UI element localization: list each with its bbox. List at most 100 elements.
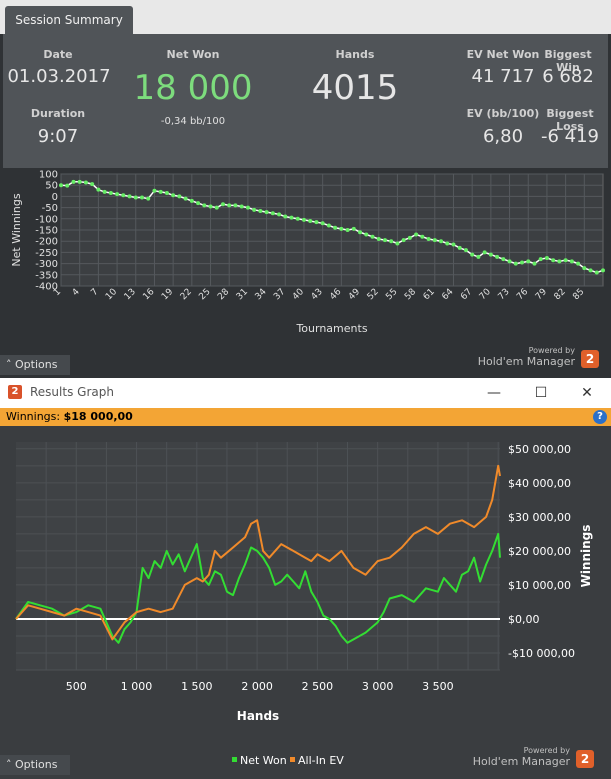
duration-value: 9:07 <box>37 126 79 147</box>
data-point <box>339 226 344 231</box>
x-tick-label: 500 <box>66 680 87 693</box>
data-point <box>96 187 101 192</box>
options-label: Options <box>15 358 58 371</box>
data-point <box>364 232 369 237</box>
x-tick-label: 55 <box>384 287 399 302</box>
data-point <box>214 205 219 210</box>
x-tick-label: 79 <box>534 287 549 302</box>
x-tick-label: 73 <box>497 287 512 302</box>
data-point <box>445 241 450 246</box>
data-point <box>77 179 82 184</box>
summary-stats: Date 01.03.2017 Duration 9:07 Net Won 18… <box>3 34 608 168</box>
options-button[interactable]: ˄ Options <box>0 355 70 375</box>
data-point <box>407 235 412 240</box>
x-tick-label: 2 000 <box>241 680 273 693</box>
chevron-up-icon: ˄ <box>6 358 12 371</box>
y-tick-label: -300 <box>35 259 58 270</box>
options-button-2[interactable]: ˄ Options <box>0 755 70 775</box>
data-point <box>389 239 394 244</box>
data-point <box>233 203 238 208</box>
window-titlebar[interactable]: 2 Results Graph — ☐ ✕ <box>0 378 611 408</box>
hands-value: 4015 <box>311 68 399 108</box>
ev-bb100-value: 6,80 <box>482 126 524 147</box>
hem-brand-text-2: Hold'em Manager <box>472 755 570 768</box>
net-won-bb100: -0,34 bb/100 <box>160 116 226 127</box>
data-point <box>594 270 599 275</box>
window-title: Results Graph <box>30 385 114 399</box>
data-point <box>90 182 95 187</box>
x-tick-label: 43 <box>310 287 325 302</box>
data-point <box>208 204 213 209</box>
data-point <box>227 203 232 208</box>
x-tick-label: 40 <box>291 287 306 302</box>
data-point <box>164 191 169 196</box>
net-winnings-chart: 100 50 0 -50 -100 -150 -200 -250 -300 -350 -400 1 4 7… <box>3 168 608 356</box>
data-point <box>115 192 120 197</box>
session-summary-panel: Session Summary Date 01.03.2017 Duration… <box>0 0 611 378</box>
data-point <box>121 193 126 198</box>
data-point <box>351 226 356 231</box>
data-point <box>65 183 70 188</box>
powered-by-2: Powered by Hold'em Manager <box>430 746 570 768</box>
x-axis-title: Hands <box>237 709 279 723</box>
x-tick-label: 2 500 <box>302 680 334 693</box>
biggest-win-value: 6 682 <box>542 66 594 87</box>
x-tick-label: 70 <box>478 287 493 302</box>
data-point <box>289 215 294 220</box>
data-point <box>538 257 543 262</box>
data-point <box>576 261 581 266</box>
data-point <box>102 189 107 194</box>
net-won-value: 18 000 <box>133 68 253 108</box>
data-point <box>189 198 194 203</box>
data-point <box>245 205 250 210</box>
data-point <box>526 259 531 264</box>
tab-session-summary[interactable]: Session Summary <box>5 6 133 34</box>
x-tick-label: 13 <box>123 287 138 302</box>
data-point <box>333 225 338 230</box>
maximize-button[interactable]: ☐ <box>534 385 548 401</box>
data-point <box>426 236 431 241</box>
x-tick-label: 64 <box>440 287 455 302</box>
data-point <box>146 196 151 201</box>
legend-label: Net Won <box>240 754 287 767</box>
help-icon[interactable]: ? <box>593 410 607 424</box>
data-point <box>588 268 593 273</box>
y-tick-label: $10 000,00 <box>508 579 571 592</box>
data-point <box>59 183 63 188</box>
data-point <box>258 208 263 213</box>
x-tick-label: 10 <box>104 287 119 302</box>
data-point <box>501 257 506 262</box>
data-point <box>308 219 313 224</box>
biggest-loss-label: Biggest Loss <box>546 107 594 133</box>
options-label-2: Options <box>15 758 58 771</box>
y-tick-label: -100 <box>35 214 58 225</box>
y-tick-label: $50 000,00 <box>508 443 571 456</box>
x-tick-label: 19 <box>160 287 175 302</box>
y-tick-label: -$10 000,00 <box>508 647 575 660</box>
data-point <box>83 180 88 185</box>
hem2-logo-icon-2: 2 <box>576 750 594 768</box>
winnings-bar: Winnings: $18 000,00 ? <box>0 408 611 426</box>
data-point <box>488 252 493 257</box>
data-point <box>283 214 288 219</box>
minimize-button[interactable]: — <box>487 385 501 401</box>
data-point <box>171 193 176 198</box>
data-point <box>557 259 562 264</box>
date-label: Date <box>43 48 73 61</box>
x-tick-label: 16 <box>141 287 156 302</box>
data-point <box>463 248 468 253</box>
data-point <box>401 238 406 243</box>
y-axis-title: Winnings <box>579 525 593 588</box>
data-point <box>152 188 157 193</box>
data-point <box>133 195 138 200</box>
data-point <box>295 216 300 221</box>
powered-by-text-2: Powered by <box>523 746 570 755</box>
x-tick-label: 37 <box>272 287 287 302</box>
x-tick-label: 52 <box>366 287 381 302</box>
x-tick-label: 34 <box>254 287 269 302</box>
close-button[interactable]: ✕ <box>581 385 593 401</box>
data-point <box>513 261 518 266</box>
data-point <box>139 195 144 200</box>
data-point <box>507 259 512 264</box>
